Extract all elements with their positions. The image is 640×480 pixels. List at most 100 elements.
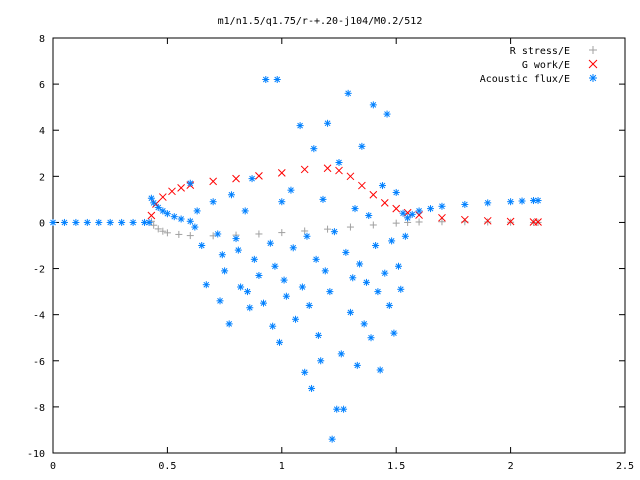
- data-point: [280, 276, 288, 284]
- data-point: [163, 229, 171, 237]
- data-point: [269, 322, 277, 330]
- data-point: [273, 76, 281, 83]
- data-point: [415, 218, 423, 226]
- legend-label: G work/E: [522, 60, 570, 71]
- data-point: [346, 172, 355, 181]
- data-point: [342, 248, 350, 256]
- data-point: [186, 217, 194, 225]
- series-0: [147, 217, 542, 240]
- x-tick-label: 2.5: [616, 461, 634, 472]
- data-point: [346, 223, 354, 231]
- data-point: [362, 278, 370, 286]
- data-point: [404, 214, 412, 222]
- data-point: [232, 174, 240, 183]
- data-point: [202, 281, 210, 289]
- series-1: [147, 164, 542, 226]
- data-point: [506, 217, 515, 226]
- data-point: [277, 169, 286, 177]
- data-point: [159, 227, 167, 235]
- data-point: [301, 368, 309, 376]
- data-point: [106, 218, 114, 226]
- legend-marker: [588, 59, 598, 69]
- data-point: [243, 288, 251, 296]
- data-point: [225, 320, 233, 328]
- data-point: [534, 218, 542, 226]
- data-point: [321, 267, 329, 275]
- data-point: [216, 297, 224, 305]
- data-point: [282, 292, 290, 300]
- data-point: [356, 260, 364, 268]
- data-point: [262, 76, 270, 83]
- data-point: [415, 207, 423, 215]
- x-tick-label: 1: [279, 461, 285, 472]
- x-tick-label: 2: [508, 461, 514, 472]
- data-point: [296, 122, 304, 130]
- data-point: [328, 435, 336, 443]
- axes-layer: 0 0.5 1 1.5 2 2.5 -10 -8 -6 -4 -2 0 2 4 6 8: [27, 34, 634, 472]
- data-point: [278, 198, 286, 206]
- data-point: [330, 228, 338, 236]
- data-point: [234, 246, 242, 254]
- data-point: [518, 197, 526, 205]
- data-point: [170, 213, 178, 221]
- data-point: [118, 218, 126, 226]
- x-tick-label: 1.5: [387, 461, 405, 472]
- data-point: [271, 262, 279, 270]
- data-point: [312, 255, 320, 263]
- data-point: [369, 101, 377, 109]
- data-point: [383, 110, 391, 118]
- data-point: [147, 211, 156, 220]
- data-point: [324, 119, 332, 127]
- data-point: [289, 244, 297, 252]
- data-point: [191, 223, 199, 231]
- data-point: [218, 251, 226, 259]
- data-point: [49, 218, 57, 226]
- data-point: [346, 308, 354, 316]
- data-point: [324, 225, 332, 233]
- data-point: [308, 384, 316, 392]
- data-point: [255, 172, 263, 180]
- data-point: [255, 230, 263, 238]
- data-point: [60, 218, 68, 226]
- data-point: [95, 218, 103, 226]
- data-point: [344, 89, 352, 97]
- series-2: [49, 76, 542, 443]
- data-point: [353, 361, 361, 369]
- data-point: [484, 199, 492, 207]
- data-point: [360, 320, 368, 328]
- data-point: [150, 199, 158, 207]
- data-point: [372, 242, 380, 249]
- data-point: [401, 232, 409, 240]
- data-point: [177, 184, 185, 192]
- data-point: [392, 204, 401, 213]
- y-tick-label: -10: [27, 449, 45, 460]
- data-point: [255, 271, 263, 279]
- data-point: [378, 182, 386, 190]
- data-point: [333, 405, 341, 413]
- data-point: [367, 334, 375, 342]
- data-point: [484, 218, 492, 226]
- data-point: [349, 274, 357, 282]
- data-point: [158, 193, 167, 201]
- data-point: [438, 218, 446, 226]
- data-point: [385, 301, 393, 309]
- data-point: [237, 283, 245, 291]
- data-point: [374, 288, 382, 296]
- data-point: [163, 210, 171, 218]
- x-tick-label: 0: [50, 461, 56, 472]
- data-point: [193, 207, 201, 215]
- data-point: [461, 200, 469, 208]
- x-tick-label: 0.5: [158, 461, 176, 472]
- data-point: [292, 315, 300, 323]
- data-point: [168, 187, 176, 196]
- data-point: [317, 357, 325, 365]
- data-point: [287, 186, 295, 194]
- data-point: [246, 304, 254, 312]
- data-point: [408, 210, 416, 218]
- data-point: [351, 205, 359, 213]
- data-point: [301, 227, 309, 235]
- data-point: [175, 230, 183, 238]
- data-point: [388, 237, 396, 245]
- data-point: [154, 225, 162, 233]
